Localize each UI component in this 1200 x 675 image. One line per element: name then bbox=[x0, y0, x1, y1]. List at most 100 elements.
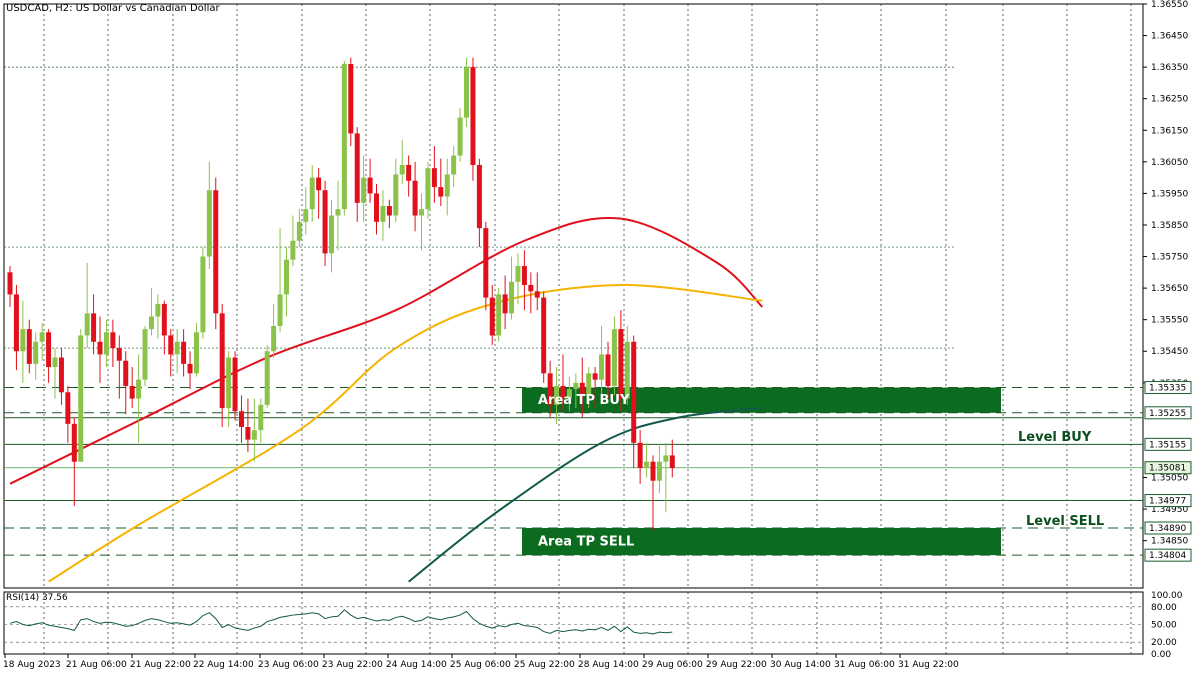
candle-body bbox=[419, 209, 425, 216]
candle bbox=[309, 164, 315, 222]
candle-body bbox=[200, 256, 206, 333]
candle bbox=[483, 221, 489, 311]
candle bbox=[669, 439, 675, 478]
price-tick-label: 1.36350 bbox=[1151, 63, 1188, 73]
price-tag bbox=[1144, 461, 1192, 475]
candle bbox=[7, 266, 13, 308]
candle bbox=[464, 57, 470, 128]
time-tick-label: 18 Aug 2023 bbox=[3, 660, 61, 670]
candle bbox=[46, 329, 52, 383]
candle-body bbox=[33, 341, 39, 364]
candle bbox=[316, 168, 322, 219]
candle bbox=[226, 351, 232, 428]
level-label-1: Level SELL bbox=[1026, 514, 1104, 529]
candle-body bbox=[669, 455, 675, 469]
candle bbox=[219, 303, 225, 428]
price-tag bbox=[1144, 381, 1192, 395]
candle-body bbox=[97, 341, 103, 355]
candle bbox=[123, 351, 129, 415]
candle-body bbox=[46, 332, 52, 368]
candle bbox=[509, 256, 515, 320]
candle bbox=[213, 177, 219, 330]
candle bbox=[65, 385, 71, 443]
price-tag bbox=[1144, 437, 1192, 451]
candle bbox=[380, 190, 386, 241]
candle bbox=[251, 398, 257, 462]
candle bbox=[534, 272, 540, 311]
candle bbox=[283, 247, 289, 317]
price-tag bbox=[1144, 548, 1192, 562]
time-tick-label: 29 Aug 06:00 bbox=[642, 660, 703, 670]
price-tick-label: 1.35050 bbox=[1151, 474, 1188, 484]
candle bbox=[605, 341, 611, 399]
candle-body bbox=[348, 63, 354, 134]
candle bbox=[91, 294, 97, 355]
candle-body bbox=[78, 335, 84, 462]
candle-body bbox=[329, 215, 334, 254]
candle-body bbox=[193, 332, 199, 374]
zone-label-0: Area TP BUY bbox=[538, 393, 630, 408]
candle bbox=[97, 316, 103, 383]
candle bbox=[155, 294, 161, 339]
price-tick-label: 1.36450 bbox=[1151, 32, 1188, 42]
candle-body bbox=[374, 193, 380, 222]
candle-body bbox=[560, 385, 566, 399]
candle-body bbox=[129, 385, 135, 399]
candle-body bbox=[380, 206, 386, 222]
candle bbox=[419, 193, 425, 251]
candle-body bbox=[496, 294, 502, 336]
candle bbox=[431, 146, 437, 203]
time-tick-label: 25 Aug 22:00 bbox=[514, 660, 575, 670]
candle bbox=[264, 344, 270, 409]
candle bbox=[200, 247, 206, 339]
candle bbox=[238, 395, 244, 443]
candle-body bbox=[457, 117, 463, 156]
candle-body bbox=[605, 354, 611, 386]
candle bbox=[148, 288, 154, 336]
candle bbox=[26, 319, 32, 374]
candle-body bbox=[566, 389, 572, 399]
candle bbox=[232, 351, 238, 421]
grid bbox=[3, 3, 1144, 655]
candle-body bbox=[232, 357, 238, 412]
candle-body bbox=[58, 357, 64, 393]
candle bbox=[412, 161, 418, 232]
candle bbox=[592, 367, 598, 409]
candle-body bbox=[354, 133, 360, 203]
candle-body bbox=[219, 313, 225, 409]
candle bbox=[258, 398, 264, 443]
candle bbox=[515, 253, 521, 304]
moving-average-2 bbox=[408, 407, 763, 583]
moving-average-0 bbox=[9, 216, 764, 485]
candle bbox=[476, 158, 482, 248]
candle bbox=[624, 325, 630, 405]
candle bbox=[444, 158, 450, 216]
price-tick-label: 1.35450 bbox=[1151, 347, 1188, 357]
candle-body bbox=[65, 392, 71, 424]
candle-body bbox=[161, 303, 167, 336]
candle-body bbox=[515, 266, 521, 282]
candle-body bbox=[521, 266, 527, 285]
candle bbox=[438, 158, 444, 207]
candle bbox=[33, 332, 39, 380]
time-tick-label: 22 Aug 14:00 bbox=[193, 660, 254, 670]
candle bbox=[579, 357, 585, 418]
price-tick-label: 1.36550 bbox=[1151, 0, 1188, 10]
candle bbox=[329, 199, 334, 273]
rsi-tick-label: 0.00 bbox=[1151, 650, 1171, 660]
candle bbox=[560, 354, 566, 412]
candle bbox=[78, 329, 84, 462]
candle-body bbox=[26, 329, 32, 364]
candle bbox=[39, 322, 45, 361]
candle-body bbox=[425, 168, 431, 210]
price-frame bbox=[3, 3, 1144, 589]
candle bbox=[367, 158, 373, 203]
candle bbox=[245, 398, 251, 453]
candle-body bbox=[316, 177, 322, 191]
price-tick-label: 1.34950 bbox=[1151, 505, 1188, 515]
candle bbox=[361, 155, 367, 222]
candle-body bbox=[258, 404, 264, 431]
time-tick-label: 25 Aug 06:00 bbox=[450, 660, 511, 670]
candle bbox=[168, 329, 174, 377]
